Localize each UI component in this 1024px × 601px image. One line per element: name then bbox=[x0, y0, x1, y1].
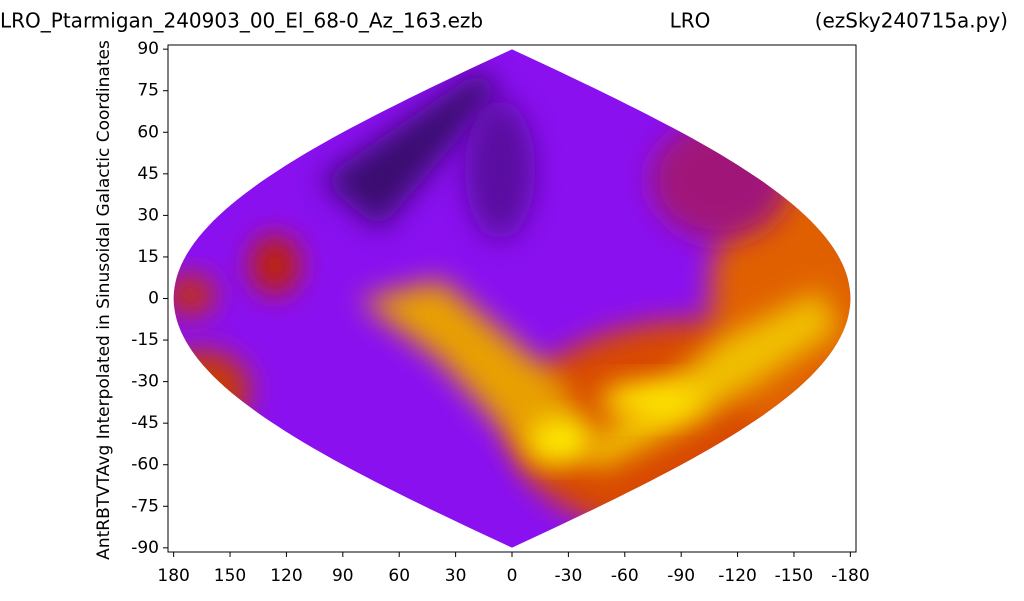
y-tick-label: -45 bbox=[131, 413, 159, 433]
x-tick-label: 90 bbox=[332, 566, 354, 586]
y-tick-label: 90 bbox=[137, 39, 159, 59]
x-tick-label: 120 bbox=[270, 566, 302, 586]
y-tick-label: 0 bbox=[148, 289, 159, 309]
x-tick-label: -180 bbox=[831, 566, 870, 586]
heat-region bbox=[580, 290, 840, 470]
y-tick-label: 75 bbox=[137, 81, 159, 101]
title-center: LRO bbox=[670, 9, 711, 33]
y-axis-label: AntRBTVTAvg Interpolated in Sinusoidal G… bbox=[94, 40, 114, 560]
x-tick-label: -120 bbox=[718, 566, 757, 586]
heat-region bbox=[320, 70, 500, 230]
x-tick-label: 30 bbox=[445, 566, 467, 586]
y-tick-label: -30 bbox=[131, 372, 159, 392]
heat-region bbox=[250, 235, 300, 295]
y-tick-label: -75 bbox=[131, 496, 159, 516]
heat-region bbox=[173, 275, 215, 315]
y-tick-label: -60 bbox=[131, 455, 159, 475]
x-tick-label: 60 bbox=[388, 566, 410, 586]
y-tick-label: 15 bbox=[137, 247, 159, 267]
heat-region bbox=[360, 280, 600, 470]
title: LRO_Ptarmigan_240903_00_El_68-0_Az_163.e… bbox=[0, 9, 483, 33]
x-tick-label: -90 bbox=[667, 566, 695, 586]
heatmap bbox=[173, 49, 851, 548]
x-tick-label: -150 bbox=[775, 566, 814, 586]
y-tick-label: 30 bbox=[137, 205, 159, 225]
x-tick-label: 0 bbox=[507, 566, 518, 586]
title-right: (ezSky240715a.py) bbox=[815, 9, 1008, 33]
y-tick-label: 45 bbox=[137, 164, 159, 184]
x-tick-label: 180 bbox=[157, 566, 189, 586]
heat-region bbox=[465, 100, 535, 240]
x-tick-label: 150 bbox=[214, 566, 246, 586]
heat-region bbox=[173, 350, 250, 430]
x-tick-label: -60 bbox=[611, 566, 639, 586]
y-tick-label: -90 bbox=[131, 538, 159, 558]
heat-region bbox=[650, 120, 790, 240]
y-tick-label: -15 bbox=[131, 330, 159, 350]
heat-region bbox=[530, 420, 590, 460]
x-tick-label: -30 bbox=[555, 566, 583, 586]
heat-region bbox=[600, 382, 700, 418]
y-tick-label: 60 bbox=[137, 122, 159, 142]
